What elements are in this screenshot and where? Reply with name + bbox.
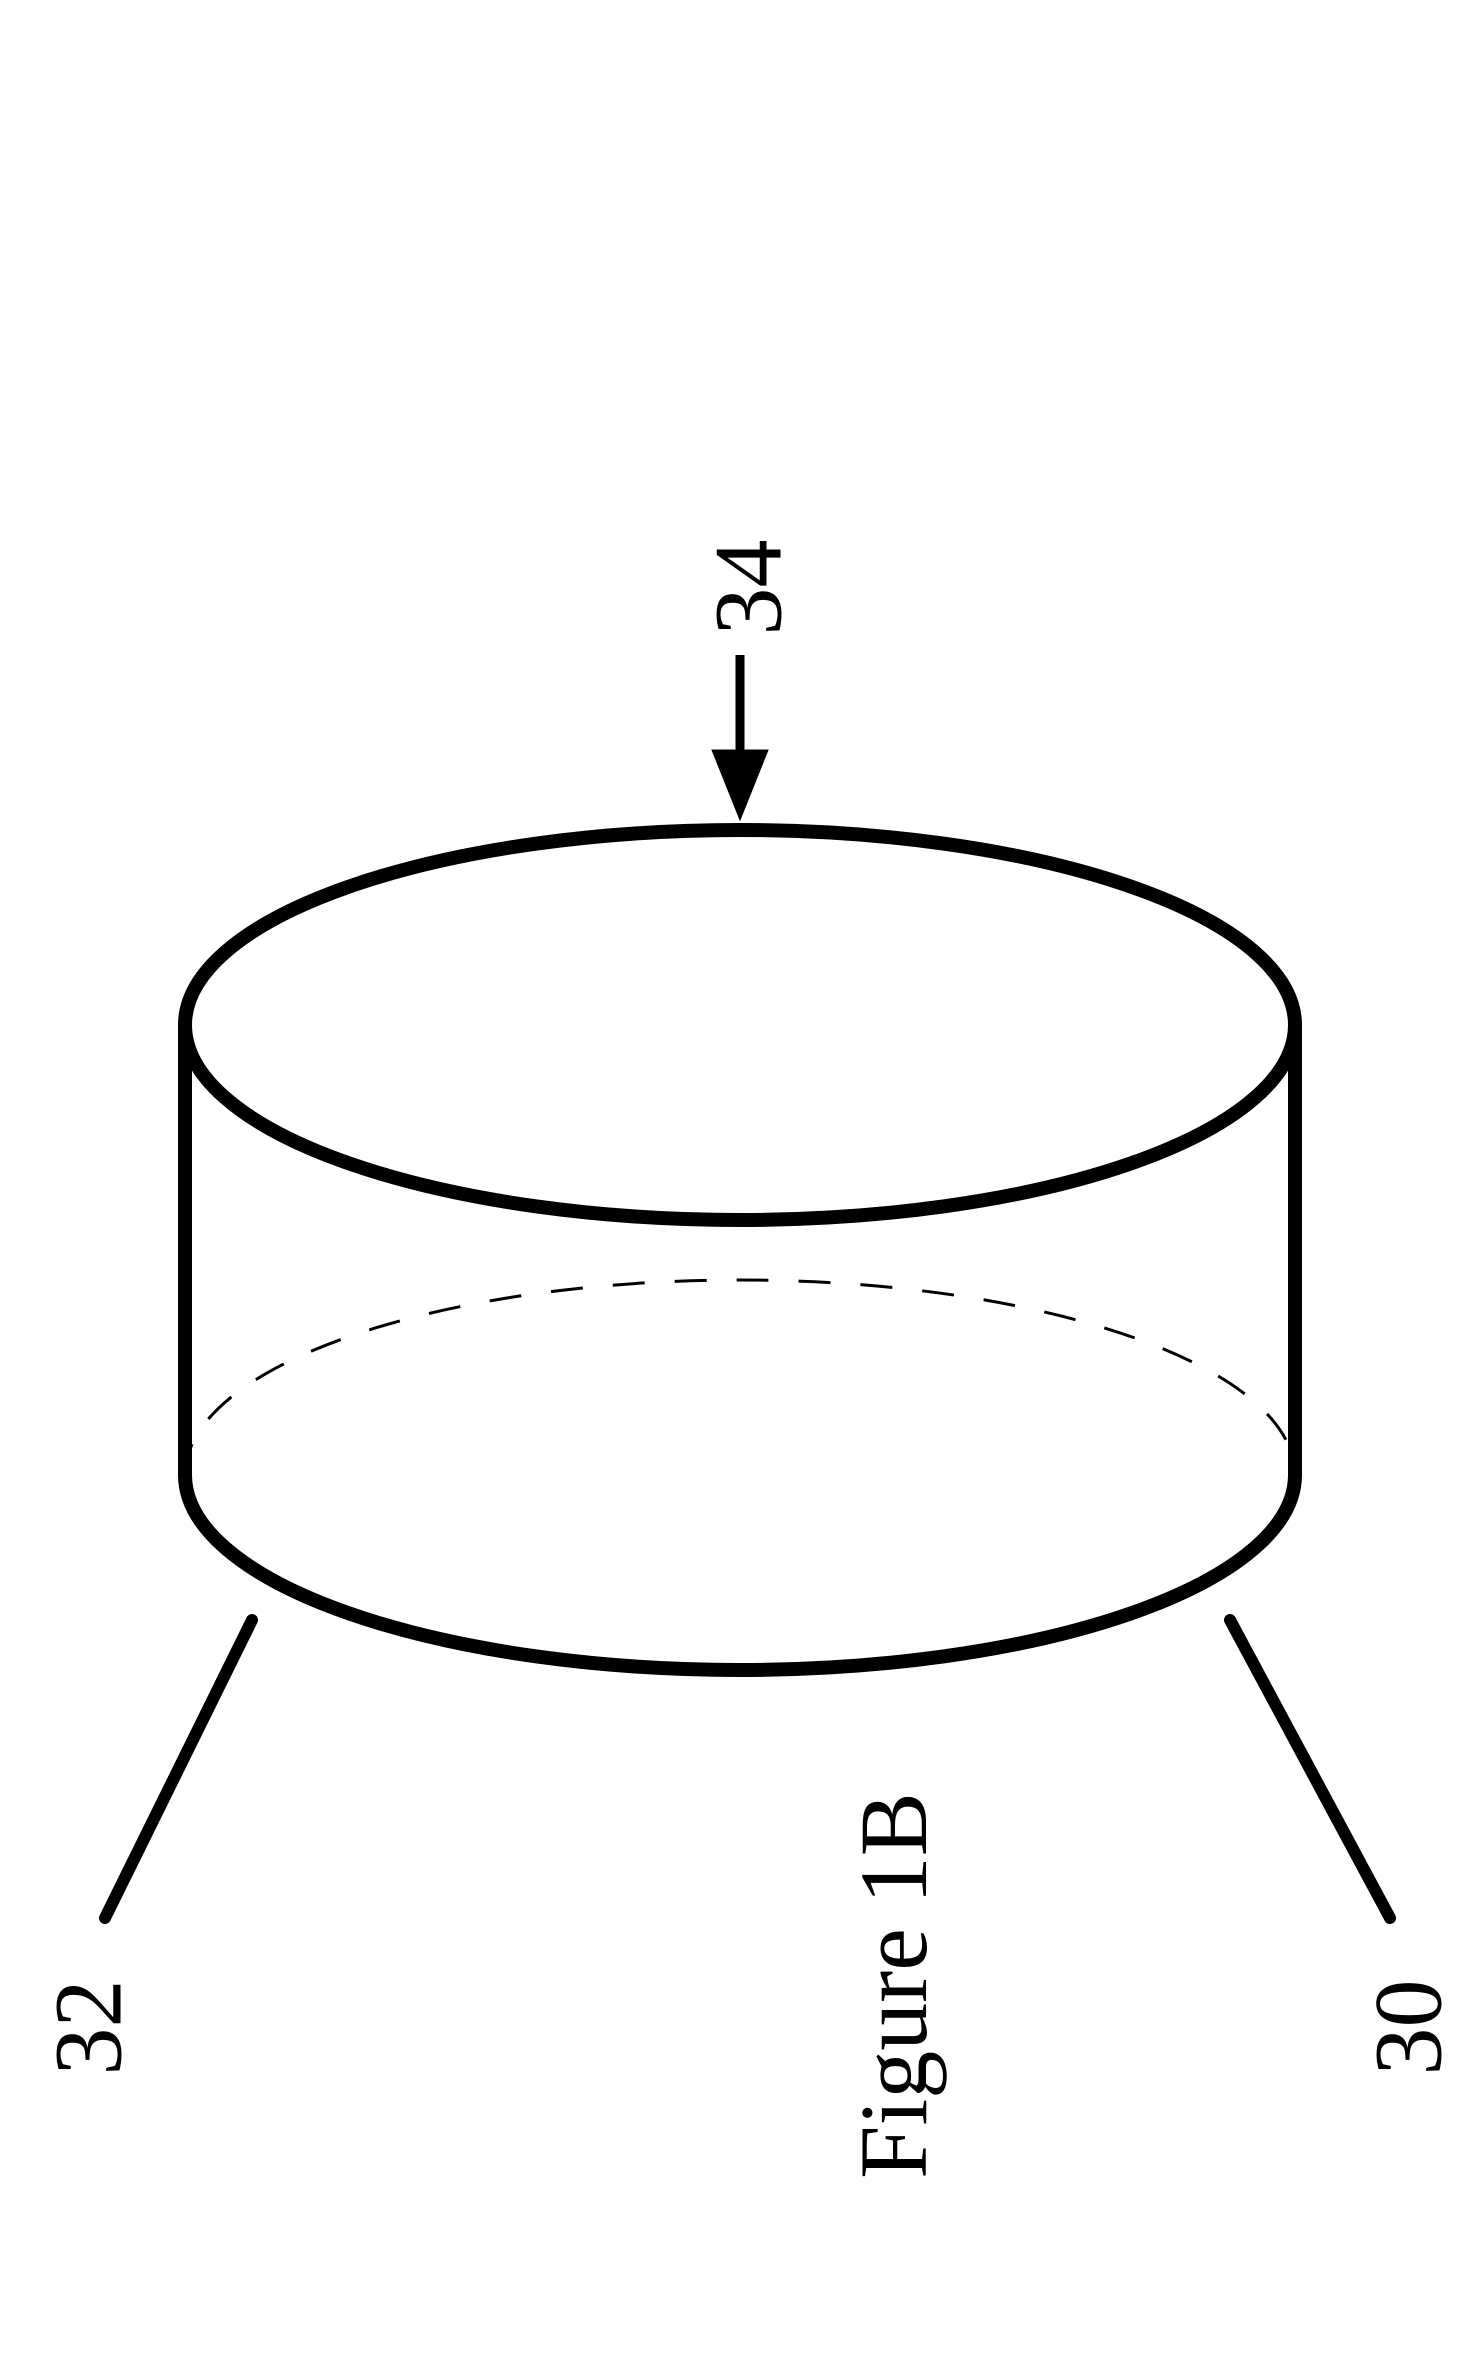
figure-1b-canvas: 34 32 30 Figure 1B — [0, 0, 1481, 2362]
leader-line-30 — [1230, 1620, 1390, 1918]
cylinder-top-inner-thin-edge — [185, 1019, 1295, 1214]
figure-caption: Figure 1B — [838, 1792, 949, 2179]
callout-label-34: 34 — [693, 540, 804, 636]
cylinder-bottom-front-edge — [185, 1475, 1295, 1670]
leader-line-32 — [105, 1620, 252, 1918]
cylinder-bottom-hidden-edge — [185, 1280, 1295, 1475]
callout-label-32: 32 — [33, 1980, 144, 2076]
callout-arrow-head — [712, 750, 768, 820]
cylinder-top-face — [185, 830, 1295, 1220]
figure-svg — [0, 0, 1481, 2362]
callout-label-30: 30 — [1353, 1980, 1464, 2076]
